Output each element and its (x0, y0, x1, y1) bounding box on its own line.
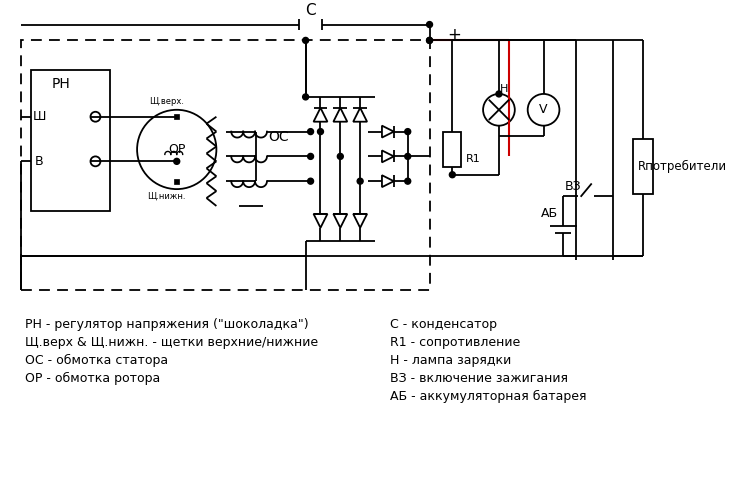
Bar (174, 114, 179, 119)
Circle shape (173, 158, 179, 164)
Text: Щ.нижн.: Щ.нижн. (148, 192, 186, 201)
Text: Rпотребители: Rпотребители (638, 160, 727, 173)
Text: ОР: ОР (168, 143, 185, 156)
Text: +: + (447, 26, 461, 44)
Text: Щ.верх & Щ.нижн. - щетки верхние/нижние: Щ.верх & Щ.нижн. - щетки верхние/нижние (25, 337, 318, 349)
Text: РН - регулятор напряжения ("шоколадка"): РН - регулятор напряжения ("шоколадка") (25, 318, 308, 331)
Text: ВЗ - включение зажигания: ВЗ - включение зажигания (390, 372, 568, 385)
Text: V: V (539, 103, 548, 116)
Bar (443, 132, 461, 167)
Text: Н: Н (500, 84, 508, 94)
Circle shape (427, 37, 433, 43)
Circle shape (308, 153, 314, 159)
Circle shape (405, 129, 411, 135)
Circle shape (427, 37, 433, 43)
Circle shape (405, 178, 411, 184)
Text: ОС - обмотка статора: ОС - обмотка статора (25, 354, 168, 367)
Text: R1: R1 (466, 154, 481, 164)
Circle shape (302, 37, 308, 43)
Text: Н - лампа зарядки: Н - лампа зарядки (390, 354, 511, 367)
Text: ОР - обмотка ротора: ОР - обмотка ротора (25, 372, 161, 385)
Circle shape (308, 129, 314, 135)
Bar (31, 70, 110, 211)
Circle shape (449, 172, 455, 178)
Text: В: В (35, 155, 43, 168)
Text: R1 - сопротивление: R1 - сопротивление (390, 337, 520, 349)
Circle shape (357, 178, 363, 184)
Text: Щ.верх.: Щ.верх. (149, 98, 184, 107)
Circle shape (337, 153, 343, 159)
Text: С: С (305, 3, 316, 18)
Bar (174, 179, 179, 184)
Text: С - конденсатор: С - конденсатор (390, 318, 497, 331)
Circle shape (302, 94, 308, 100)
Text: ВЗ: ВЗ (565, 180, 581, 193)
Text: Ш: Ш (32, 110, 46, 123)
Circle shape (308, 178, 314, 184)
Text: АБ: АБ (541, 207, 559, 220)
Bar (633, 139, 653, 194)
Circle shape (427, 22, 433, 28)
Text: РН: РН (51, 77, 70, 91)
Circle shape (405, 153, 411, 159)
Circle shape (317, 129, 323, 135)
Text: ОС: ОС (268, 130, 290, 143)
Text: АБ - аккумуляторная батарея: АБ - аккумуляторная батарея (390, 390, 587, 403)
Circle shape (496, 91, 502, 97)
Bar (21, 41, 430, 290)
